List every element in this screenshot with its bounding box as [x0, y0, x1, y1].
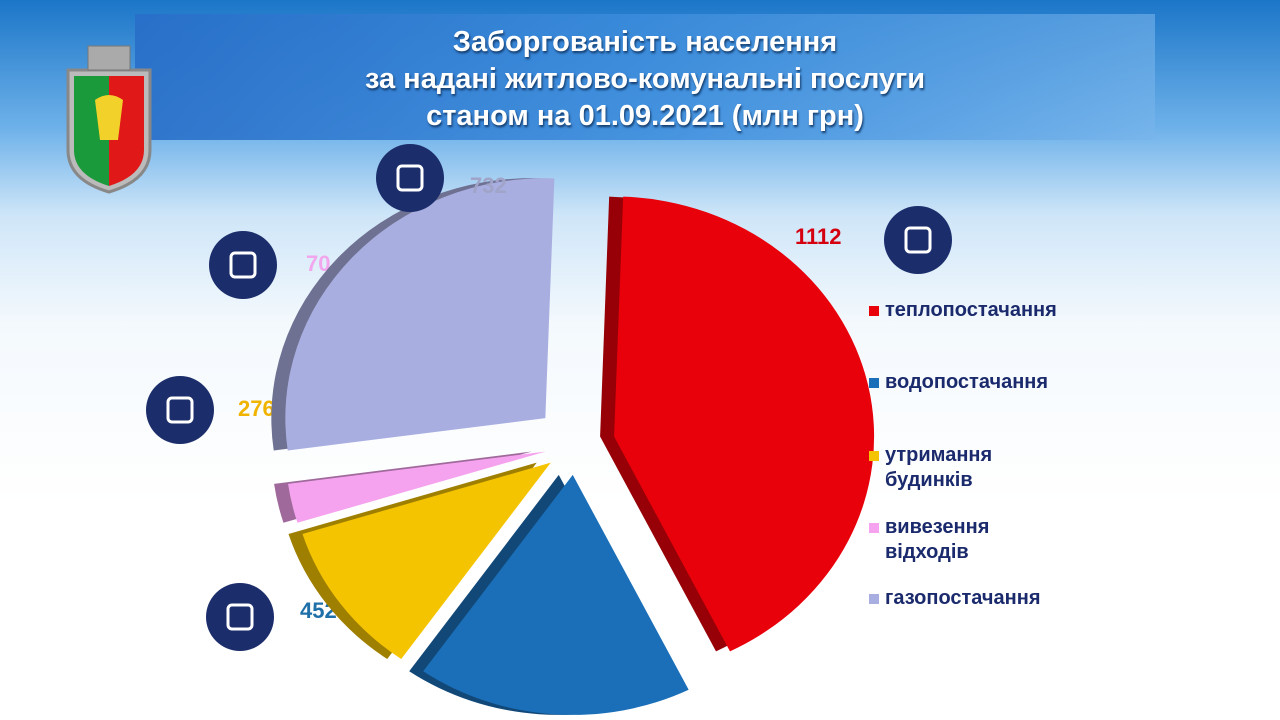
slice [423, 474, 689, 715]
slice-group [288, 462, 551, 659]
icon-glyph [904, 226, 932, 254]
value-label: 1112 [795, 224, 842, 249]
title-line: Заборгованість населення [452, 26, 838, 58]
icon-glyph [229, 251, 257, 279]
legend-entry: вивезення відходів [869, 515, 1045, 565]
icon [209, 231, 277, 299]
slice-group [409, 474, 689, 715]
value-label: 732 [470, 173, 507, 198]
legend-swatch [869, 306, 879, 316]
legend-entry: газопостачання [869, 586, 1045, 611]
icon-glyph [396, 164, 424, 192]
banner [135, 14, 1155, 140]
legend-label: теплопостачання [885, 299, 1057, 321]
slice [288, 451, 546, 523]
icon-glyph [166, 396, 194, 424]
title-line: станом на 01.09.2021 (млн грн) [426, 100, 864, 132]
slice [614, 196, 875, 652]
legend-entry: теплопостачання [869, 298, 1057, 323]
slice-group [274, 451, 546, 523]
slice [302, 462, 551, 659]
icon [206, 583, 274, 651]
legend-label: утримання будинків [885, 444, 993, 491]
slice-group [271, 178, 555, 451]
slice-group [600, 196, 875, 652]
slice [285, 178, 555, 451]
icon [884, 206, 952, 274]
legend-swatch [869, 523, 879, 533]
legend-entry: утримання будинків [869, 443, 1045, 493]
legend-label: вивезення відходів [885, 516, 990, 563]
icon [376, 144, 444, 212]
legend-swatch [869, 451, 879, 461]
legend-label: газопостачання [885, 587, 1041, 609]
title-line: за надані житлово-комунальні послуги [364, 63, 926, 95]
value-label: 276 [238, 396, 275, 421]
icon-glyph [226, 603, 254, 631]
title: Заборгованість населення за надані житло… [135, 24, 1155, 135]
icon [146, 376, 214, 444]
coat-of-arms [66, 45, 152, 194]
legend-swatch [869, 594, 879, 604]
legend-label: водопостачання [885, 371, 1049, 393]
legend-entry: водопостачання [869, 370, 1049, 395]
legend-swatch [869, 378, 879, 388]
